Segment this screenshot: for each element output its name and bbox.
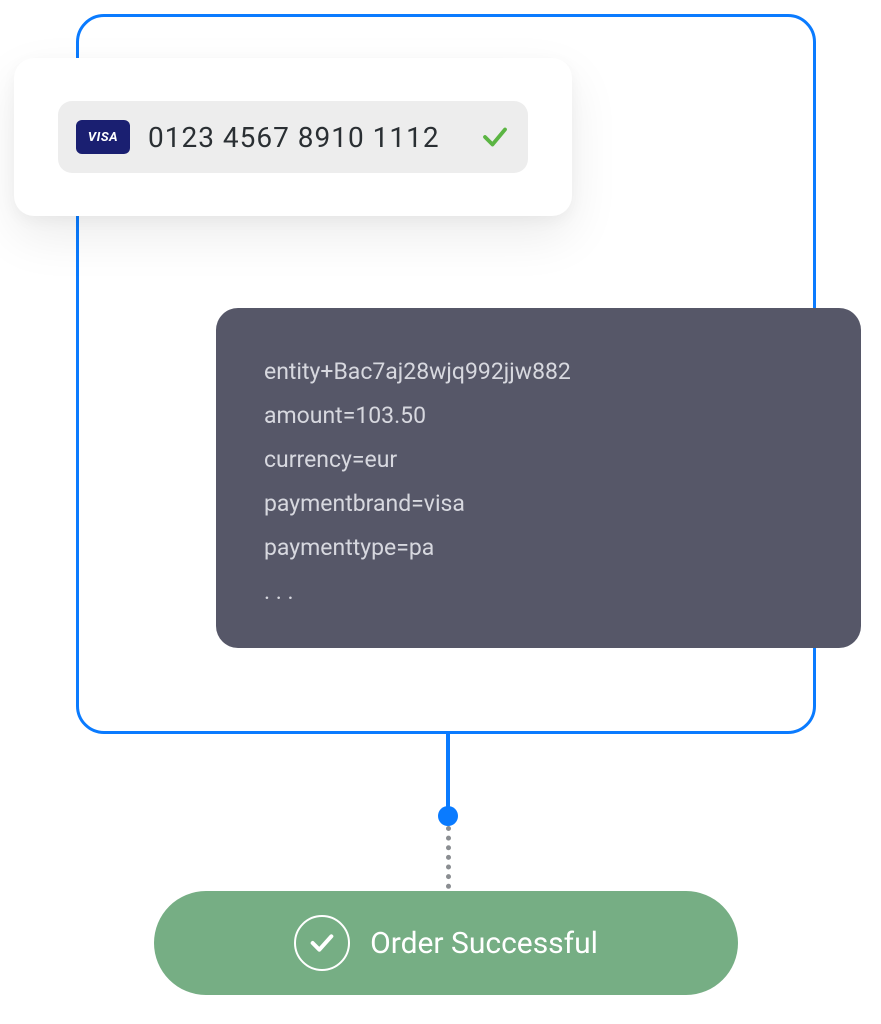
card-number-value: 0123 4567 8910 1112	[148, 121, 462, 154]
diagram-canvas: { "layout": { "canvas": { "width": 881, …	[0, 0, 881, 1024]
payload-line: currency=eur	[264, 438, 861, 482]
order-successful-pill: Order Successful	[154, 891, 738, 995]
payload-panel: entity+Bac7aj28wjq992jjw882 amount=103.5…	[216, 308, 861, 648]
visa-badge: VISA	[76, 120, 130, 154]
payload-line: . . .	[264, 570, 861, 614]
card-input-panel: VISA 0123 4567 8910 1112	[14, 58, 572, 216]
payload-line: amount=103.50	[264, 394, 861, 438]
connector-dot	[438, 806, 458, 826]
payload-line: paymentbrand=visa	[264, 482, 861, 526]
success-label: Order Successful	[370, 926, 598, 961]
connector-line-solid	[446, 734, 450, 816]
success-check-circle	[294, 915, 350, 971]
payload-line: entity+Bac7aj28wjq992jjw882	[264, 350, 861, 394]
check-icon	[306, 927, 338, 959]
visa-badge-text: VISA	[88, 130, 118, 145]
check-icon	[480, 122, 510, 152]
payload-line: paymenttype=pa	[264, 526, 861, 570]
card-input-field[interactable]: VISA 0123 4567 8910 1112	[58, 101, 528, 173]
